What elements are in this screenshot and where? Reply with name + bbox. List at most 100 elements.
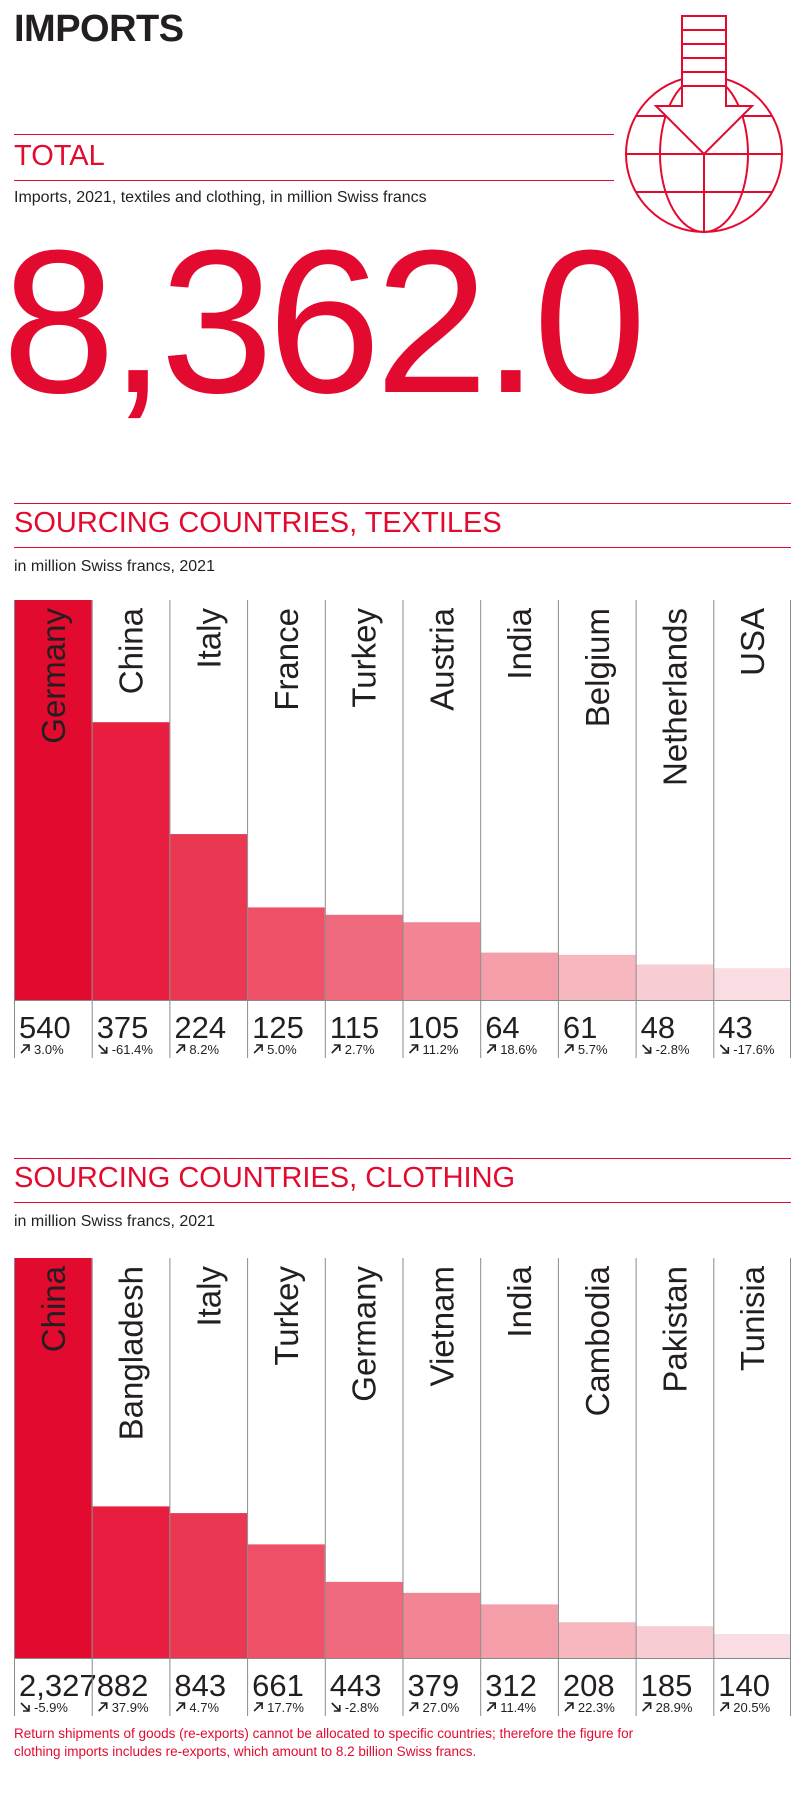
category-label-germany: Germany xyxy=(35,608,72,744)
category-label-turkey: Turkey xyxy=(346,608,383,708)
category-label-france: France xyxy=(268,608,305,711)
change-label-pakistan: 28.9% xyxy=(656,1700,693,1715)
arrow-up-right-icon xyxy=(564,1702,574,1712)
clothing-chart-subtitle: in million Swiss francs, 2021 xyxy=(14,1213,215,1230)
value-label-vietnam: 379 xyxy=(408,1668,460,1703)
arrow-up-right-icon xyxy=(175,1702,186,1712)
footnote: Return shipments of goods (re-exports) c… xyxy=(14,1726,634,1759)
category-label-germany: Germany xyxy=(346,1266,383,1402)
textiles-chart-title: SOURCING COUNTRIES, TEXTILES xyxy=(14,507,502,539)
value-label-netherlands: 48 xyxy=(641,1010,675,1045)
arrow-down-right-icon xyxy=(98,1044,108,1054)
bar-france xyxy=(247,907,325,1000)
category-label-china: China xyxy=(113,607,150,694)
change-label-vietnam: 27.0% xyxy=(423,1700,460,1715)
clothing-top-rule xyxy=(14,1158,791,1159)
value-label-italy: 843 xyxy=(174,1668,226,1703)
bar-india xyxy=(480,952,558,1000)
value-label-france: 125 xyxy=(252,1010,304,1045)
change-label-austria: 11.2% xyxy=(423,1042,459,1057)
category-label-tunisia: Tunisia xyxy=(734,1265,771,1371)
category-label-india: India xyxy=(501,607,538,679)
value-label-india: 312 xyxy=(485,1668,537,1703)
change-label-france: 5.0% xyxy=(267,1042,297,1057)
change-label-cambodia: 22.3% xyxy=(578,1700,615,1715)
bar-italy xyxy=(169,1513,248,1658)
change-label-netherlands: -2.8% xyxy=(656,1042,690,1057)
change-label-tunisia: 20.5% xyxy=(733,1700,770,1715)
value-label-italy: 224 xyxy=(174,1010,226,1045)
change-label-china: -5.9% xyxy=(34,1700,68,1715)
total-bottom-rule xyxy=(14,180,614,181)
bar-cambodia xyxy=(557,1622,636,1658)
change-label-germany: -2.8% xyxy=(345,1700,379,1715)
value-label-pakistan: 185 xyxy=(641,1668,693,1703)
category-label-india: India xyxy=(501,1265,538,1337)
arrow-up-right-icon xyxy=(98,1702,108,1712)
arrow-down-right-icon xyxy=(719,1044,730,1054)
category-label-pakistan: Pakistan xyxy=(656,1266,693,1393)
category-label-vietnam: Vietnam xyxy=(423,1266,460,1386)
arrow-down-right-icon xyxy=(20,1702,30,1712)
arrow-up-right-icon xyxy=(253,1702,263,1712)
arrow-up-right-icon xyxy=(719,1702,730,1712)
arrow-down-right-icon xyxy=(642,1044,652,1054)
category-label-austria: Austria xyxy=(423,607,460,710)
category-label-italy: Italy xyxy=(190,1266,227,1327)
category-label-netherlands: Netherlands xyxy=(656,608,693,786)
change-label-india: 11.4% xyxy=(500,1700,536,1715)
change-label-italy: 8.2% xyxy=(189,1042,219,1057)
page-header: IMPORTS xyxy=(14,8,184,50)
change-label-china: -61.4% xyxy=(112,1042,154,1057)
total-top-rule xyxy=(14,134,614,135)
bar-pakistan xyxy=(635,1626,714,1658)
arrow-up-right-icon xyxy=(408,1044,419,1054)
arrow-up-right-icon xyxy=(253,1044,263,1054)
bar-turkey xyxy=(247,1544,325,1658)
value-label-austria: 105 xyxy=(408,1010,460,1045)
textiles-top-rule xyxy=(14,503,791,504)
textiles-chart-subtitle: in million Swiss francs, 2021 xyxy=(14,558,215,575)
value-label-turkey: 115 xyxy=(330,1010,379,1045)
arrow-up-right-icon xyxy=(20,1044,30,1054)
bar-usa xyxy=(713,968,791,1000)
change-label-italy: 4.7% xyxy=(189,1700,219,1715)
arrow-up-right-icon xyxy=(642,1702,652,1712)
bar-bangladesh xyxy=(91,1506,170,1658)
bar-turkey xyxy=(324,914,403,1000)
bar-china xyxy=(14,1258,92,1658)
bar-austria xyxy=(402,922,481,1000)
clothing-bottom-rule xyxy=(14,1202,791,1203)
bar-germany xyxy=(14,600,92,1000)
change-label-belgium: 5.7% xyxy=(578,1042,608,1057)
change-label-bangladesh: 37.9% xyxy=(112,1700,149,1715)
value-label-china: 375 xyxy=(97,1010,149,1045)
category-label-cambodia: Cambodia xyxy=(579,1265,616,1416)
category-label-usa: USA xyxy=(734,608,771,676)
bar-tunisia xyxy=(713,1633,791,1658)
arrow-up-right-icon xyxy=(564,1044,574,1054)
value-label-turkey: 661 xyxy=(252,1668,304,1703)
value-label-cambodia: 208 xyxy=(563,1668,615,1703)
bar-belgium xyxy=(557,954,636,1000)
value-label-bangladesh: 882 xyxy=(97,1668,149,1703)
change-label-india: 18.6% xyxy=(500,1042,537,1057)
bar-india xyxy=(480,1604,558,1658)
change-label-turkey: 17.7% xyxy=(267,1700,304,1715)
arrow-up-right-icon xyxy=(486,1044,497,1054)
clothing-chart-title: SOURCING COUNTRIES, CLOTHING xyxy=(14,1162,516,1194)
value-label-belgium: 61 xyxy=(563,1010,597,1045)
category-label-italy: Italy xyxy=(190,608,227,669)
category-label-bangladesh: Bangladesh xyxy=(113,1266,150,1440)
change-label-germany: 3.0% xyxy=(34,1042,64,1057)
bar-germany xyxy=(324,1581,403,1658)
value-label-india: 64 xyxy=(485,1010,519,1045)
category-label-belgium: Belgium xyxy=(579,608,616,727)
value-label-germany: 540 xyxy=(19,1010,71,1045)
globe-import-icon xyxy=(625,15,783,233)
arrow-down-right-icon xyxy=(331,1702,341,1712)
bar-vietnam xyxy=(402,1592,481,1658)
category-label-china: China xyxy=(35,1265,72,1352)
